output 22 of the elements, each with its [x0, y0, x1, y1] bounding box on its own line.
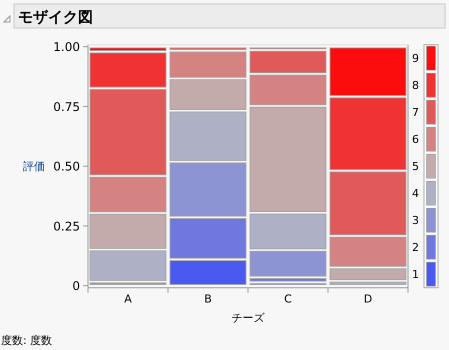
legend-label: 7 [412, 106, 419, 120]
legend-label: 6 [412, 133, 419, 146]
legend-label: 5 [412, 160, 419, 174]
y-tick-label: 0 [72, 279, 80, 294]
legend-label: 9 [412, 52, 419, 66]
x-tick-label: C [284, 292, 292, 306]
x-tick-label: A [124, 292, 132, 306]
legend-label: 1 [412, 268, 419, 282]
y-axis-title: 評価 [23, 160, 45, 173]
x-axis-title: チーズ [232, 312, 266, 325]
legend-label: 2 [412, 241, 419, 254]
y-tick-label: 0.50 [53, 160, 80, 174]
text: 度数: 度数 [1, 334, 52, 347]
y-tick-label: 1.00 [53, 40, 80, 54]
x-tick-label: B [204, 292, 212, 306]
chart-title: モザイク図 [18, 8, 93, 26]
legend-label: 3 [412, 214, 419, 228]
legend-label: 8 [412, 79, 419, 92]
y-tick-label: 0.25 [53, 219, 80, 234]
legend-label: 4 [412, 187, 419, 200]
y-tick-label: 0.75 [53, 100, 80, 114]
x-tick-label: D [364, 292, 372, 306]
